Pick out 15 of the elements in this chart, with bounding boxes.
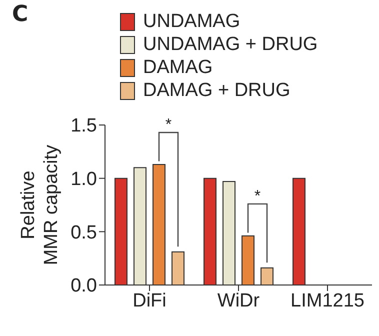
- legend-label: DAMAG + DRUG: [143, 80, 290, 102]
- y-tick-label: 0.5: [70, 222, 97, 244]
- annotation: *: [254, 188, 261, 205]
- y-tick-label: 0.0: [70, 276, 97, 297]
- y-tick-label: 1.0: [70, 169, 97, 190]
- y-axis-title: Relative MMR capacity: [18, 144, 62, 266]
- y-tick-label: 1.5: [70, 116, 97, 137]
- legend-label: UNDAMAG + DRUG: [143, 34, 318, 56]
- x-tick-label: WiDr: [217, 290, 260, 312]
- chart-title: C: [12, 2, 28, 27]
- x-tick-label: DiFi: [132, 290, 166, 312]
- x-tick-label: LIM1215: [290, 290, 364, 312]
- annotation: *: [165, 116, 172, 134]
- legend-label: UNDAMAG: [143, 10, 240, 32]
- legend-label: DAMAG: [143, 56, 213, 78]
